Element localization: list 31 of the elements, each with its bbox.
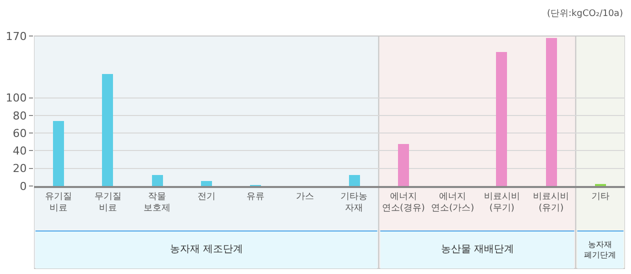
band-label: 농자재 제조단계: [170, 244, 244, 255]
bar: [546, 38, 557, 186]
x-tick-label: 에너지 연소(경유): [382, 192, 425, 214]
y-tick-label: 170: [6, 30, 27, 43]
band-label: 농자재 폐기단계: [584, 240, 616, 260]
x-tick-label: 기타농 자재: [340, 192, 368, 214]
bar: [496, 52, 507, 186]
band-label: 농산물 재배단계: [441, 244, 514, 255]
y-tick-label: 20: [12, 162, 27, 176]
x-tick-label: 가스: [296, 192, 314, 202]
x-tick-label: 에너지 연소(가스): [431, 192, 474, 214]
x-tick-label: 전기: [197, 192, 216, 202]
bar: [152, 175, 163, 186]
x-tick-label: 비료시비 (무기): [484, 192, 520, 214]
y-tick-label: 100: [6, 92, 27, 105]
x-tick-label: 무기질 비료: [94, 192, 122, 214]
x-tick-label: 비료시비 (유기): [533, 192, 570, 214]
x-tick-label: 기타: [591, 192, 610, 202]
bar: [201, 181, 212, 186]
text: (단위:kgCO₂/10a): [547, 9, 623, 19]
y-tick-label: 80: [12, 109, 27, 122]
x-tick-label: 유류: [246, 192, 265, 202]
bar: [102, 74, 113, 186]
x-tick-label: 작물 보호제: [144, 192, 171, 214]
y-tick-label: 60: [12, 126, 27, 140]
bar: [398, 144, 409, 186]
x-tick-label: 유기질 비료: [45, 192, 72, 214]
y-tick-label: 40: [12, 144, 27, 158]
y-tick-label: 0: [20, 180, 27, 193]
bar: [53, 121, 64, 186]
bar: [349, 175, 360, 186]
